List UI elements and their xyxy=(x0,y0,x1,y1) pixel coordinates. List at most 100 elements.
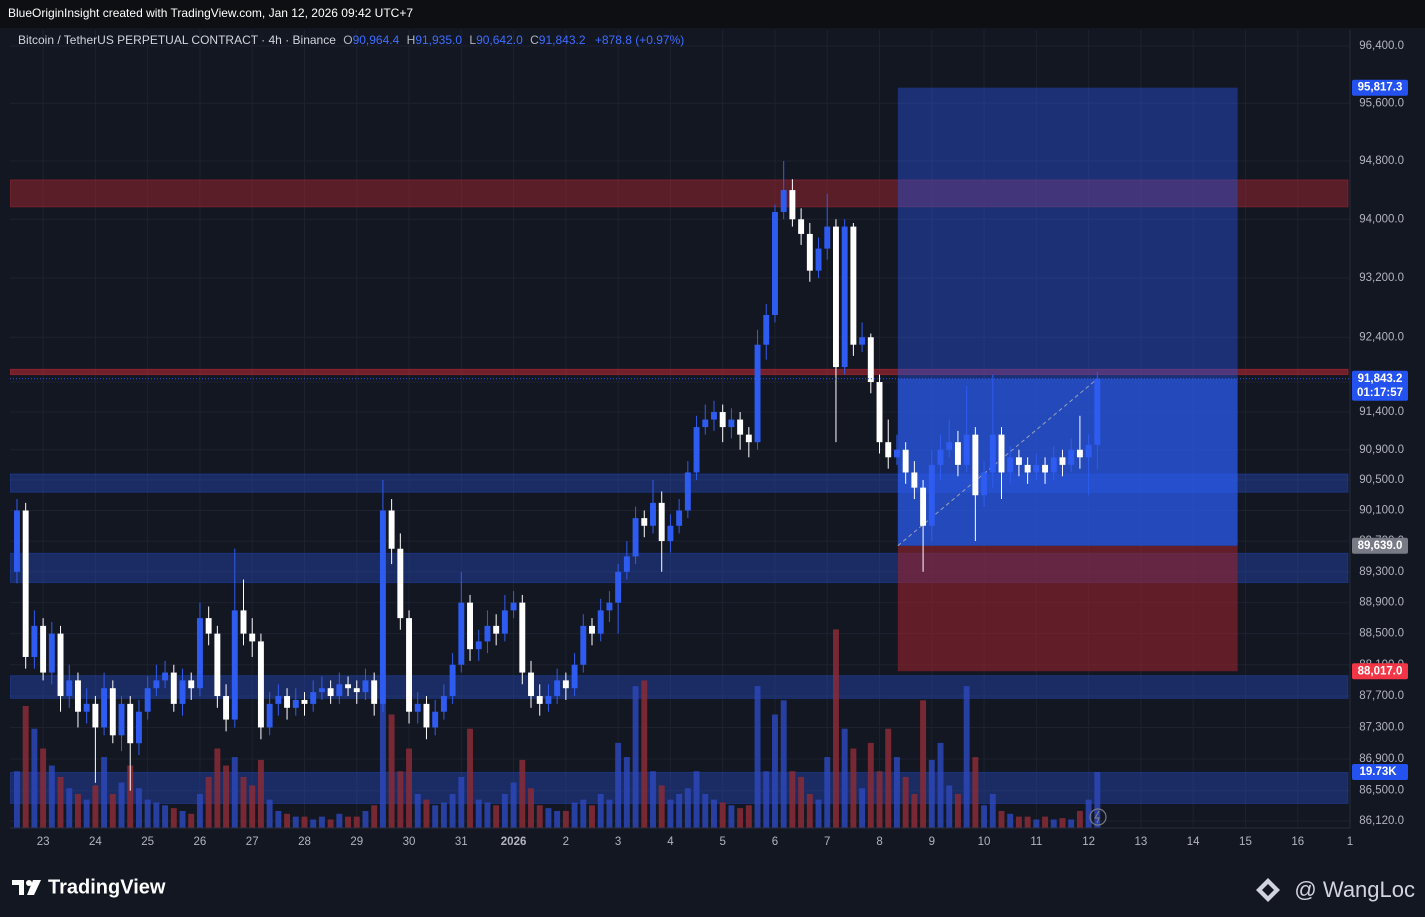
volume-bar xyxy=(867,742,874,828)
y-tick-label: 86,120.0 xyxy=(1359,815,1404,827)
legend-value: 91,935.0 xyxy=(415,33,462,47)
zone xyxy=(10,368,1349,376)
volume-bar xyxy=(301,816,308,828)
volume-bar xyxy=(1033,819,1040,828)
alert-icon[interactable] xyxy=(1089,808,1107,826)
volume-bar xyxy=(832,629,839,828)
volume-bar xyxy=(606,799,613,828)
volume-bar xyxy=(101,757,108,828)
candle-body xyxy=(676,510,683,526)
candle-body xyxy=(650,502,656,526)
candle-body xyxy=(458,602,465,665)
candle-body xyxy=(31,625,38,657)
candle-body xyxy=(449,664,456,697)
candle-body xyxy=(1085,444,1092,458)
volume-bar xyxy=(475,799,482,828)
position-stop-area xyxy=(897,545,1238,672)
volume-bar xyxy=(893,757,900,828)
candle-body xyxy=(74,680,81,712)
volume-bar xyxy=(536,805,543,828)
volume-bar xyxy=(554,810,561,828)
candle-body xyxy=(379,510,386,704)
x-tick-label: 11 xyxy=(1030,836,1042,848)
candle-body xyxy=(493,625,500,634)
volume-bar xyxy=(170,808,177,828)
volume-bar xyxy=(789,771,796,828)
candle-body xyxy=(353,688,360,693)
volume-bar xyxy=(754,686,761,828)
volume-bar xyxy=(388,714,395,828)
candle-body xyxy=(832,226,839,368)
candle-body xyxy=(345,684,352,689)
y-tick-label: 90,500.0 xyxy=(1359,474,1404,486)
candle-body xyxy=(867,337,874,383)
footer-logo xyxy=(12,880,41,895)
volume-bar xyxy=(545,808,552,828)
volume-bar xyxy=(1068,819,1075,828)
x-tick-label: 29 xyxy=(350,836,363,848)
x-tick-label: 7 xyxy=(824,836,830,848)
candle-body xyxy=(989,434,996,473)
candle-body xyxy=(101,688,108,728)
target-tag xyxy=(1352,79,1408,96)
volume-bar xyxy=(998,810,1005,828)
volume-bar xyxy=(188,813,195,828)
x-tick-label: 25 xyxy=(141,836,154,848)
volume-bar xyxy=(467,728,473,828)
watermark-icon xyxy=(1256,878,1280,902)
volume-bar xyxy=(353,816,360,828)
volume-bar xyxy=(1024,816,1031,828)
volume-bar xyxy=(658,785,665,828)
volume-bar xyxy=(963,686,970,828)
candle-body xyxy=(911,472,918,488)
volume-bar xyxy=(798,776,805,828)
candle-body xyxy=(118,703,125,736)
volume-bar xyxy=(1076,810,1083,828)
zones xyxy=(10,87,1349,804)
legend-key: O xyxy=(343,33,352,47)
volume-bar xyxy=(362,810,369,828)
volume-bar xyxy=(571,802,578,828)
legend-key: L xyxy=(469,33,476,47)
volume-bar xyxy=(1042,816,1049,828)
stop-tag xyxy=(1352,663,1408,680)
candle-body xyxy=(275,696,282,704)
y-tick-label: 93,200.0 xyxy=(1359,272,1404,284)
volume-bar xyxy=(48,765,55,828)
candle-body xyxy=(545,696,552,704)
candle-body xyxy=(83,703,90,712)
y-tick-label: 91,400.0 xyxy=(1359,406,1404,418)
candle-body xyxy=(589,625,595,634)
volume-bar xyxy=(214,748,221,828)
volume-bar xyxy=(989,793,996,828)
candle-body xyxy=(467,602,473,650)
candle-body xyxy=(48,633,55,673)
x-tick-label: 27 xyxy=(246,836,259,848)
y-tick-label: 89,300.0 xyxy=(1359,566,1404,578)
candle-body xyxy=(432,711,439,728)
candle-body xyxy=(144,688,151,712)
volume-bar xyxy=(92,785,99,828)
candle-body xyxy=(179,680,186,704)
volume-bar xyxy=(397,771,404,828)
candle-body xyxy=(301,699,308,704)
volume-bar xyxy=(310,819,317,828)
volume-bar xyxy=(205,776,212,828)
candle-body xyxy=(318,688,325,693)
volume-bar xyxy=(824,757,831,828)
volume-bar xyxy=(615,742,622,828)
candle-body xyxy=(772,211,778,315)
candle-body xyxy=(388,510,395,549)
volume-bar xyxy=(109,793,116,828)
candle-body xyxy=(928,464,935,526)
candle-body xyxy=(623,556,630,572)
volume-bar xyxy=(920,700,927,828)
volume-bar xyxy=(693,771,700,828)
candle-body xyxy=(667,525,674,542)
candle-body xyxy=(484,625,491,642)
candle-body xyxy=(998,434,1005,473)
volume-bar xyxy=(1015,816,1022,828)
volume-bar xyxy=(40,748,47,828)
last-price-tag-text: 91,843.2 xyxy=(1358,373,1403,385)
volume-bar xyxy=(806,793,813,828)
